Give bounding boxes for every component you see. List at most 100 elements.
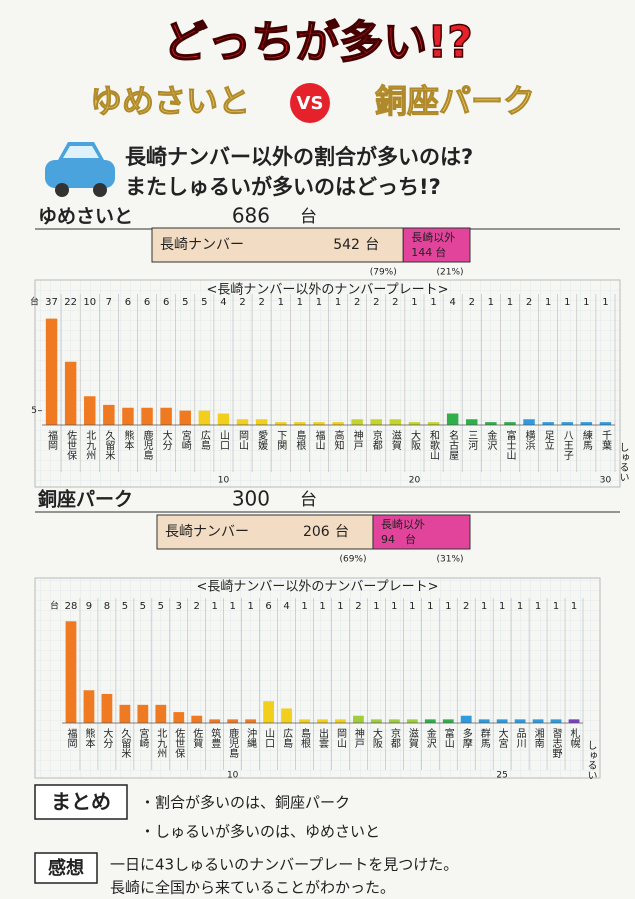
value-label: 37	[45, 297, 58, 308]
x-tick-label: 金沢	[485, 429, 497, 451]
x-tick-label: 八王子	[561, 430, 573, 460]
x-tick-label: 多摩	[460, 727, 472, 749]
location-name: ゆめさいと	[38, 206, 133, 228]
value-label: 1	[488, 297, 494, 308]
bar	[281, 708, 292, 723]
value-label: 1	[335, 297, 341, 308]
y-tick-label: 5	[31, 406, 37, 416]
segment-pct: (69%)	[339, 555, 366, 565]
x-tick-label: 湘南	[532, 727, 544, 748]
bar	[217, 413, 230, 425]
x-tick-label: 金沢	[424, 727, 436, 749]
share-segment	[402, 227, 471, 263]
segment-value: 542	[333, 237, 360, 253]
bar	[141, 407, 153, 425]
x-tick-label: 横浜	[523, 429, 535, 451]
value-label: 6	[144, 297, 150, 308]
value-label: 4	[449, 297, 455, 308]
bar	[504, 422, 516, 425]
x-tick-label: 群馬	[478, 727, 490, 749]
x-tick-label: 品川	[514, 728, 526, 748]
value-label: 5	[182, 297, 188, 308]
x-tick-label: 京都	[370, 429, 382, 451]
value-label: 1	[247, 601, 253, 612]
bar	[64, 361, 77, 425]
bar	[84, 396, 96, 425]
index-mark: 10	[227, 771, 239, 781]
value-label: 1	[297, 297, 303, 308]
total: 686	[232, 204, 270, 228]
x-tick-label: 岡山	[334, 728, 346, 748]
impression-box	[34, 852, 98, 884]
bar	[299, 719, 310, 723]
bar	[478, 719, 490, 723]
value-label: 1	[373, 601, 379, 612]
value-label: 1	[301, 601, 307, 612]
x-tick-label: 大分	[101, 727, 113, 749]
y-unit: 台	[30, 296, 39, 308]
x-tick-label: 熊本	[83, 727, 95, 749]
value-label: 1	[430, 297, 436, 308]
segment-unit: 台	[365, 237, 379, 253]
x-tick-label: 大阪	[408, 429, 420, 451]
bar	[236, 419, 249, 425]
value-label: 1	[564, 297, 570, 308]
value-label: 3	[176, 601, 182, 612]
value-label: 4	[220, 297, 226, 308]
share-segment	[151, 227, 404, 263]
bar	[173, 712, 185, 723]
x-tick-label: 沖縄	[245, 727, 257, 748]
value-label: 1	[427, 601, 433, 612]
bar	[406, 719, 418, 723]
x-tick-label: 佐賀	[191, 728, 203, 749]
segment-value: 94	[381, 533, 395, 546]
x-tick-label: 久留米	[119, 728, 131, 759]
x-tick-label: 北九州	[84, 430, 96, 460]
x-tick-label: 和歌山	[428, 430, 440, 460]
value-label: 9	[86, 601, 92, 612]
value-label: 2	[258, 297, 264, 308]
x-tick-label: 福山	[313, 429, 325, 450]
bar	[155, 704, 167, 723]
value-label: 1	[553, 601, 559, 612]
bar	[542, 422, 554, 425]
bar	[550, 719, 562, 723]
segment-name: 長崎ナンバー	[160, 237, 244, 253]
x-tick-label: 鹿児島	[227, 727, 239, 759]
x-tick-label: 神戸	[351, 429, 363, 451]
value-label: 6	[125, 297, 131, 308]
x-tick-label: 三河	[466, 430, 478, 450]
x-tick-label: 山口	[263, 728, 274, 748]
total-unit: 台	[300, 490, 317, 510]
title: どっちが多い!?	[163, 17, 473, 68]
bar	[263, 701, 274, 723]
impression-label: 感想	[48, 857, 84, 879]
bar	[83, 690, 95, 723]
vs-mark: VS	[297, 93, 324, 114]
segment-unit: 台	[335, 524, 349, 540]
bar	[427, 422, 440, 425]
conclusion-box	[34, 784, 128, 820]
vs-left: ゆめさいと	[90, 82, 250, 120]
x-tick-label: 熊本	[122, 429, 134, 451]
segment-unit: 台	[435, 245, 446, 259]
value-label: 2	[463, 601, 469, 612]
segment-unit: 台	[405, 532, 416, 546]
vs-badge	[290, 83, 330, 123]
bar	[245, 719, 257, 723]
bar	[371, 719, 382, 723]
x-tick-label: 福岡	[65, 727, 77, 749]
conclusion-label: まとめ	[51, 790, 111, 814]
bar	[160, 407, 172, 425]
value-label: 4	[283, 601, 289, 612]
bar	[119, 704, 131, 723]
bar	[514, 719, 526, 723]
value-label: 1	[481, 601, 487, 612]
x-label: しゅるい	[617, 442, 628, 482]
value-label: 1	[445, 601, 451, 612]
value-label: 1	[278, 297, 284, 308]
question: 長崎ナンバー以外の割合が多いのは?	[125, 145, 473, 169]
x-tick-label: 神戸	[352, 727, 364, 749]
x-tick-label: 島根	[299, 727, 311, 749]
